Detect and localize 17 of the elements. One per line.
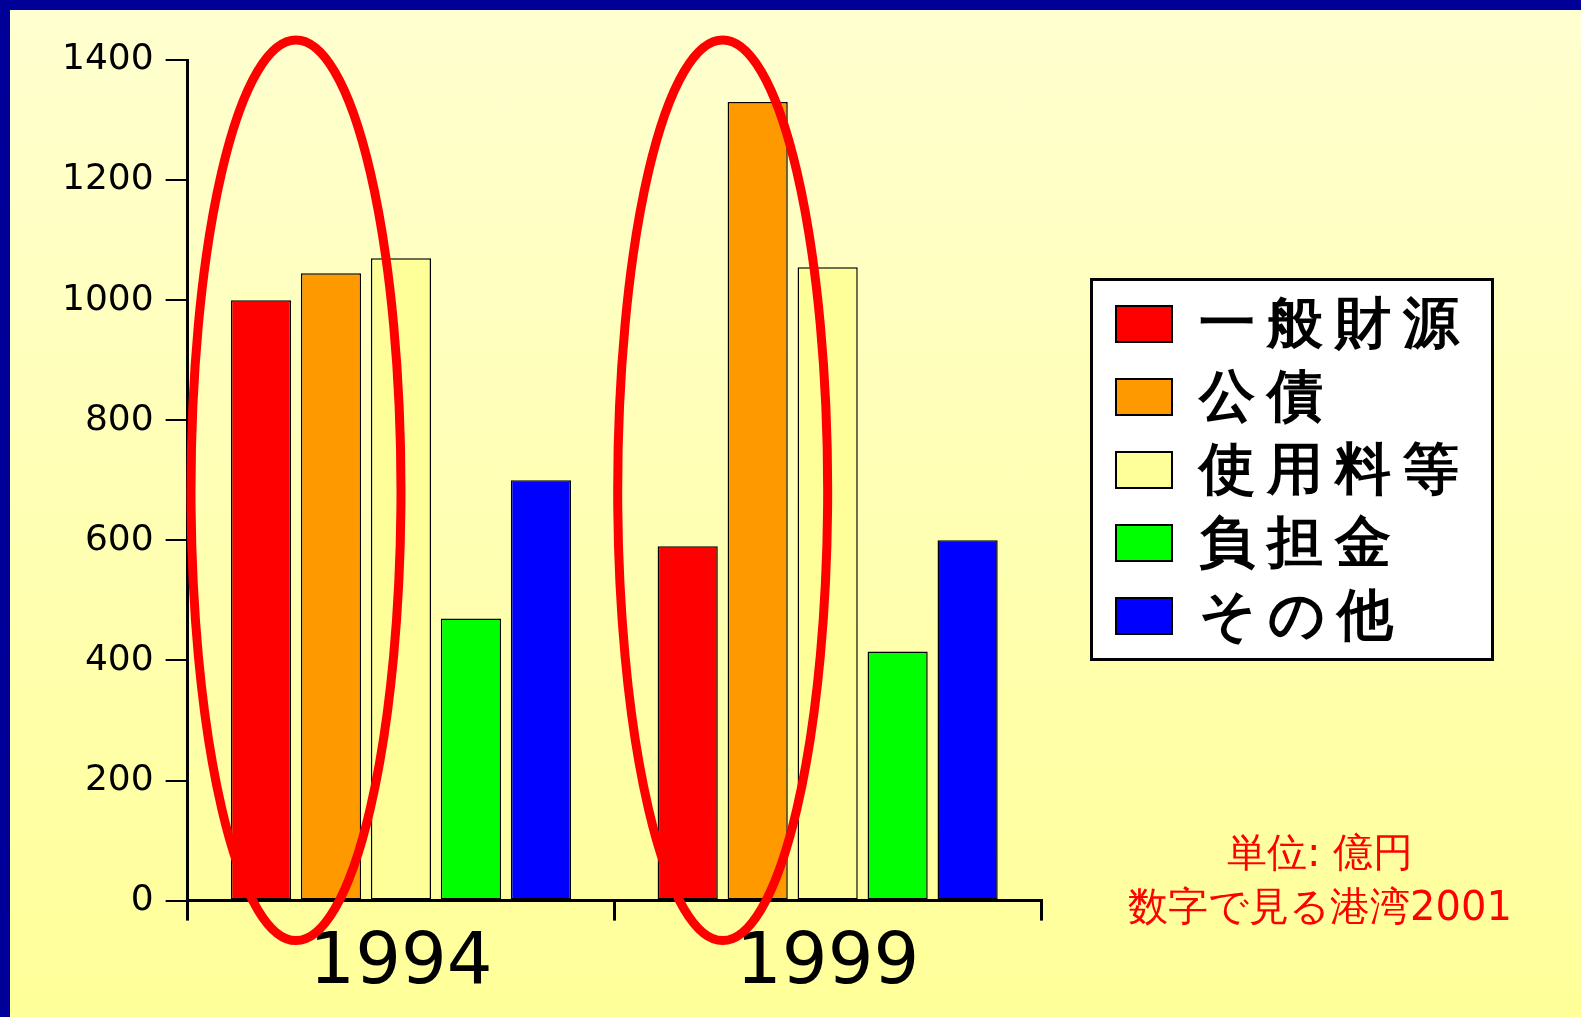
legend-label: 一般財源	[1199, 288, 1471, 357]
y-tick-label: 400	[84, 636, 154, 678]
legend-label: 使用料等	[1199, 434, 1471, 503]
x-tick-label: 1999	[736, 915, 920, 1000]
legend-label: その他	[1199, 580, 1405, 649]
text: 単位: 億円	[1225, 828, 1415, 877]
legend-label: 公債	[1199, 361, 1335, 430]
text: 数字で見る港湾2001	[1127, 882, 1513, 931]
y-tick-label: 200	[84, 756, 154, 798]
x-tick-label: 1994	[309, 915, 493, 1000]
y-tick-label: 1400	[61, 36, 154, 78]
y-tick-label: 0	[130, 876, 154, 918]
legend-label: 負担金	[1199, 507, 1403, 576]
y-tick-label: 1200	[61, 156, 154, 198]
y-tick-label: 600	[84, 516, 154, 558]
y-tick-label: 800	[84, 396, 154, 438]
y-tick-label: 1000	[61, 276, 154, 318]
